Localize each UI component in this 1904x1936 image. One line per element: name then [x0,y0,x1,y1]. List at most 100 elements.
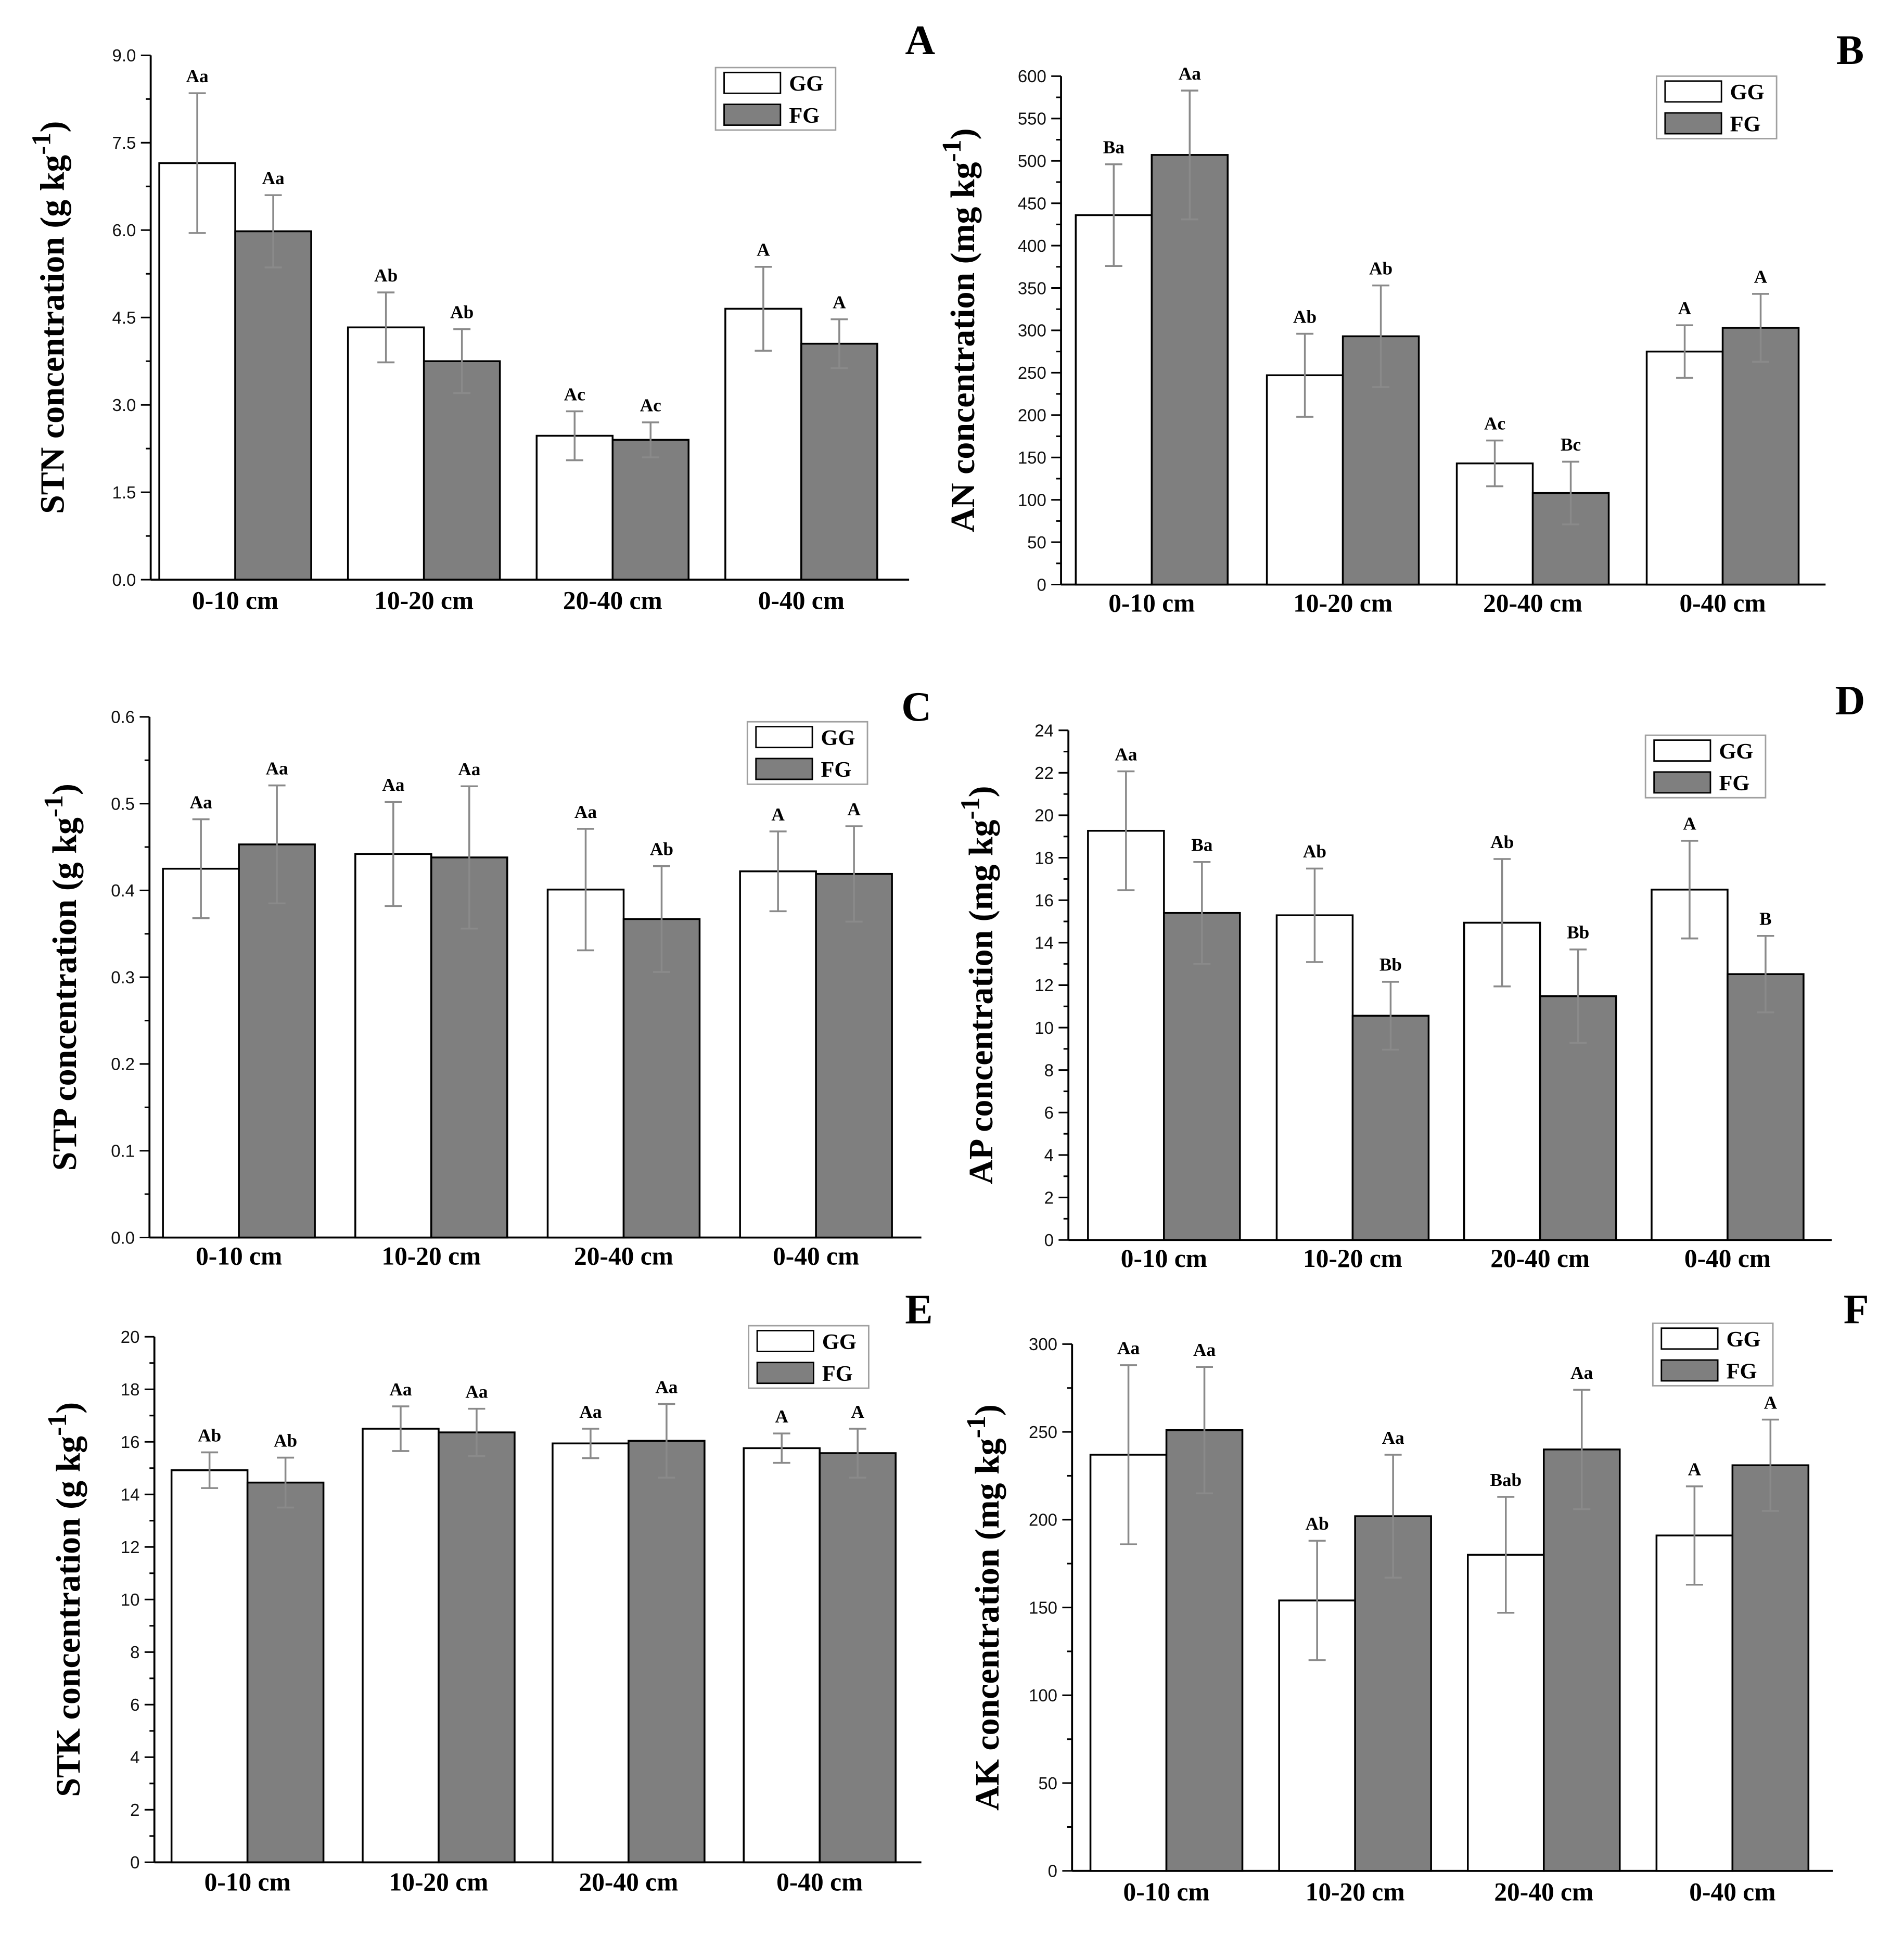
error-bar-fg-3 [1569,948,1587,1044]
legend: GG FG [746,721,868,785]
significance-label: Aa [1570,1363,1593,1383]
error-bar-gg-1 [188,92,206,234]
bar-gg-3 [552,1442,630,1864]
bar-gg-1 [1075,214,1153,586]
significance-label: A [1754,267,1768,287]
y-tick-label: 12 [121,1537,140,1557]
bar-gg-2 [1275,914,1354,1241]
error-bar-gg-2 [1308,1540,1326,1661]
y-tick-label: 0 [1048,1862,1057,1881]
error-bar-fg-2 [1372,284,1390,388]
legend: GG FG [1655,75,1778,139]
error-bar-fg-4 [1757,935,1774,1014]
y-axis-title-close: ) [46,784,84,795]
error-bar-gg-3 [1486,439,1504,488]
error-bar-gg-4 [1685,1485,1703,1586]
significance-label: Ab [198,1425,221,1445]
bar-gg-1 [162,867,240,1239]
error-bar-fg-1 [277,1456,295,1509]
error-bar-fg-4 [845,825,863,923]
y-tick-label: 200 [1029,1510,1057,1530]
error-bar-gg-3 [577,828,594,952]
legend-label-gg: GG [821,726,855,750]
legend-swatch-gg [1660,1327,1719,1350]
significance-label: Ba [1103,137,1125,158]
y-tick-label: 0 [130,1853,139,1872]
y-tick-label: 300 [1018,321,1046,340]
significance-label: Aa [382,775,404,795]
y-tick-label: 0.4 [111,881,135,900]
y-tick-label: 16 [121,1432,140,1452]
y-tick-label: 4 [130,1748,139,1767]
panel-a: 0.0 1.5 3.0 4.5 6.0 7.5 9.0 Aa Ab Ac A Aa Ab Ac A 0-10 … [27,18,936,615]
x-category-label: 0-40 cm [776,1867,863,1896]
legend-label-fg: FG [1719,771,1749,796]
x-category-label: 0-10 cm [1123,1877,1209,1906]
error-bar-fg-2 [453,328,471,394]
bar-fg-2 [423,360,501,581]
legend-swatch-fg [723,104,782,126]
error-bar-fg-1 [268,784,286,905]
y-tick-label: 10 [121,1590,140,1609]
significance-label: Bab [1490,1470,1522,1490]
bar-fg-1 [1165,1429,1244,1872]
legend-swatch-fg [1660,1359,1719,1382]
y-axis-title-main: AK concentration (mg kg [968,1438,1006,1811]
error-bar-gg-4 [1676,324,1694,379]
legend-swatch-gg [723,71,782,94]
x-category-label: 10-20 cm [389,1867,489,1896]
y-tick-label: 350 [1018,278,1046,298]
error-bar-fg-2 [1382,981,1399,1051]
error-bar-fg-1 [264,194,282,268]
x-category-label: 10-20 cm [374,586,474,615]
significance-label: A [1764,1392,1778,1413]
panel-c: 0.0 0.1 0.2 0.3 0.4 0.5 0.6 Aa Aa Aa A Aa Aa Ab A 0-10 … [39,684,931,1270]
panel-letter: D [1835,678,1865,724]
error-bar-gg-1 [1117,770,1135,891]
error-bar-fg-2 [461,785,478,930]
x-category-label: 20-40 cm [1483,588,1582,617]
y-tick-label: 400 [1018,236,1046,255]
significance-label: Ab [274,1430,297,1451]
y-axis-title-close: ) [962,786,1000,797]
y-tick-label: 12 [1034,976,1054,995]
error-bar-fg-1 [1181,89,1198,221]
significance-label: Aa [1117,1338,1140,1358]
significance-label: Aa [1382,1428,1404,1448]
y-tick-label: 10 [1034,1018,1054,1037]
error-bar-gg-3 [582,1428,599,1459]
error-bar-fg-3 [1573,1389,1591,1510]
error-bar-fg-4 [1752,293,1769,363]
y-tick-label: 0.6 [111,708,135,727]
x-category-label: 10-20 cm [1293,588,1392,617]
bar-gg-1 [170,1469,249,1864]
y-tick-label: 14 [1034,933,1054,953]
significance-label: Ab [650,839,673,859]
y-tick-label: 1.5 [112,483,136,502]
significance-label: A [833,292,846,312]
y-axis-title-superscript: -1 [962,1416,991,1438]
significance-label: B [1759,909,1772,929]
y-axis-title: STP concentration (g kg-1) [39,784,84,1171]
legend-swatch-gg [1664,80,1722,103]
y-tick-label: 550 [1018,109,1046,129]
y-tick-label: 500 [1018,151,1046,171]
panel-b: 0 50 100 150 200 250 300 350 400 450 500 550 600 Ba Ab… [937,28,1864,617]
error-bar-fg-2 [468,1407,485,1457]
error-bar-fg-3 [1562,460,1580,525]
y-tick-label: 150 [1018,448,1046,467]
x-category-label: 0-10 cm [1108,588,1195,617]
y-tick-label: 250 [1018,363,1046,382]
bar-fg-1 [238,843,316,1239]
bar-fg-1 [1163,912,1241,1241]
y-tick-label: 0 [1037,575,1046,594]
error-bar-fg-3 [658,1403,675,1479]
x-category-label: 0-40 cm [758,586,845,615]
error-bar-gg-4 [1681,840,1698,940]
bar-gg-4 [1651,889,1729,1241]
bar-fg-3 [1542,1448,1621,1872]
panel-f: 0 50 100 150 200 250 300 Aa Ab Bab A Aa Aa Aa A 0-10 cm… [962,1287,1869,1906]
bar-fg-1 [1151,154,1229,586]
error-bar-gg-4 [755,266,772,352]
